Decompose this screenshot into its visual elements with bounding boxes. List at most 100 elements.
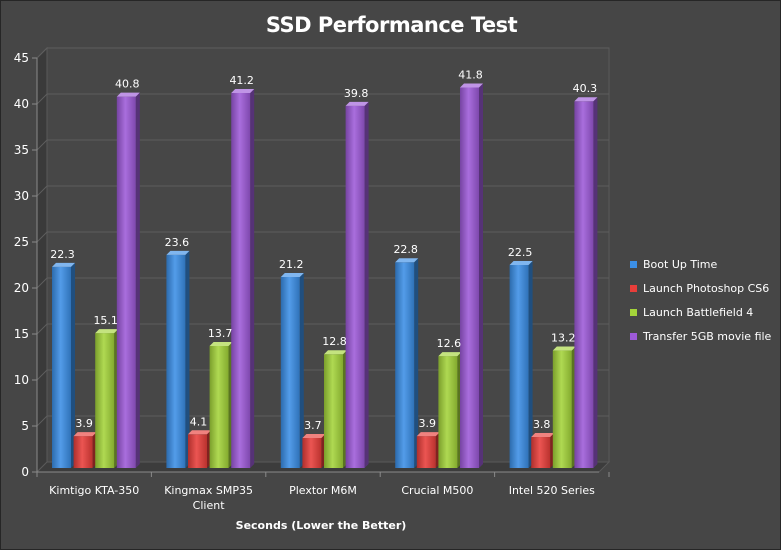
x-tick-label-line: Crucial M500 — [401, 484, 473, 497]
bar-front — [531, 437, 551, 468]
data-label: 12.8 — [322, 335, 347, 348]
x-axis-title: Seconds (Lower the Better) — [235, 519, 407, 532]
data-label: 4.1 — [190, 415, 208, 428]
bar-boot-up-time — [52, 262, 75, 468]
data-label: 41.8 — [458, 68, 483, 81]
data-label: 40.3 — [573, 82, 598, 95]
bar-top — [73, 432, 97, 437]
side-wall — [36, 46, 48, 474]
bar-top — [438, 352, 462, 357]
legend-label: Transfer 5GB movie file — [643, 329, 772, 343]
bar-top — [552, 346, 576, 351]
bar-side — [250, 88, 255, 469]
bar-top — [460, 83, 483, 88]
legend-item-transfer-movie: Transfer 5GB movie file — [630, 324, 771, 348]
bar-launch-photoshop-cs6 — [531, 433, 555, 468]
bar-top — [188, 430, 211, 435]
bar-top — [531, 433, 555, 438]
legend-label: Launch Battlefield 4 — [643, 305, 754, 319]
bar-launch-photoshop-cs6 — [73, 432, 97, 468]
data-label: 22.5 — [508, 246, 533, 259]
bar-transfer-5gb-movie-file — [116, 92, 140, 468]
data-label: 41.2 — [229, 74, 254, 87]
bar-front — [345, 105, 365, 468]
bar-side — [135, 92, 140, 468]
legend-label: Boot Up Time — [643, 257, 718, 271]
bar-top — [395, 258, 419, 263]
bar-front — [302, 437, 322, 468]
bar-launch-battlefield-4 — [552, 346, 576, 468]
legend-item-launch-battlefield: Launch Battlefield 4 — [630, 300, 771, 324]
legend-swatch — [630, 332, 637, 340]
bar-boot-up-time — [509, 261, 533, 468]
bar-top — [509, 261, 533, 265]
data-label: 22.3 — [50, 248, 75, 261]
data-label: 23.6 — [165, 236, 190, 249]
bar-top — [231, 88, 255, 93]
x-tick-label-line: Kimtigo KTA-350 — [49, 484, 139, 497]
gridline — [36, 415, 609, 427]
bar-side — [593, 97, 598, 469]
bar-front — [188, 434, 207, 468]
bar-launch-photoshop-cs6 — [302, 433, 326, 468]
data-label: 3.9 — [419, 417, 437, 430]
gridline — [36, 139, 609, 151]
y-tick-label: 0 — [21, 465, 29, 479]
bar-top — [209, 341, 233, 346]
bar-front — [231, 92, 251, 469]
data-label: 12.6 — [437, 337, 462, 350]
x-tick-label: Intel 520 Series — [509, 484, 595, 497]
gridline — [36, 185, 609, 197]
gridline — [36, 369, 609, 381]
data-label: 3.7 — [304, 419, 322, 432]
bar-front — [416, 436, 436, 468]
bar-boot-up-time — [395, 258, 419, 468]
gridline — [36, 323, 609, 335]
legend-swatch — [630, 308, 637, 316]
bar-front — [438, 356, 458, 468]
legend-swatch — [630, 260, 637, 268]
y-tick-label: 35 — [14, 143, 29, 157]
gridline — [36, 277, 609, 289]
bar-top — [280, 272, 304, 277]
bar-side — [299, 272, 304, 468]
legend-swatch — [630, 284, 637, 292]
bar-top — [166, 250, 190, 255]
bar-launch-photoshop-cs6 — [416, 432, 440, 468]
gridline — [36, 93, 609, 105]
bar-transfer-5gb-movie-file — [231, 88, 255, 469]
bar-front — [73, 436, 93, 468]
bar-front — [460, 87, 479, 468]
data-label: 13.7 — [208, 327, 233, 340]
chart-legend: Boot Up Time Launch Photoshop CS6 Launch… — [630, 252, 771, 348]
bar-side — [185, 250, 190, 468]
legend-item-launch-photoshop: Launch Photoshop CS6 — [630, 276, 771, 300]
bar-front — [95, 333, 115, 468]
data-label: 13.2 — [551, 332, 576, 345]
x-tick-label-line: Intel 520 Series — [509, 484, 595, 497]
data-label: 40.8 — [115, 78, 140, 91]
y-tick-label: 25 — [14, 235, 29, 249]
bar-launch-battlefield-4 — [209, 341, 233, 468]
y-tick-label: 10 — [14, 373, 29, 387]
x-tick-label: Kingmax SMP35 Client — [164, 484, 253, 512]
bar-side — [71, 262, 75, 468]
bar-front — [52, 266, 71, 468]
legend-item-boot-up-time: Boot Up Time — [630, 252, 771, 276]
data-label: 15.1 — [93, 314, 118, 327]
bar-top — [574, 97, 598, 102]
bar-top — [345, 101, 369, 106]
bar-front — [166, 254, 186, 468]
bar-front — [324, 354, 343, 468]
bar-side — [479, 83, 483, 468]
bar-side — [364, 101, 369, 468]
bar-front — [509, 265, 529, 468]
x-tick-label: Crucial M500 — [401, 484, 473, 497]
x-tick-label-line: Client — [193, 499, 226, 512]
bar-launch-battlefield-4 — [95, 329, 119, 468]
bar-front — [552, 350, 572, 468]
bar-front — [116, 96, 136, 468]
bar-launch-photoshop-cs6 — [188, 430, 211, 468]
